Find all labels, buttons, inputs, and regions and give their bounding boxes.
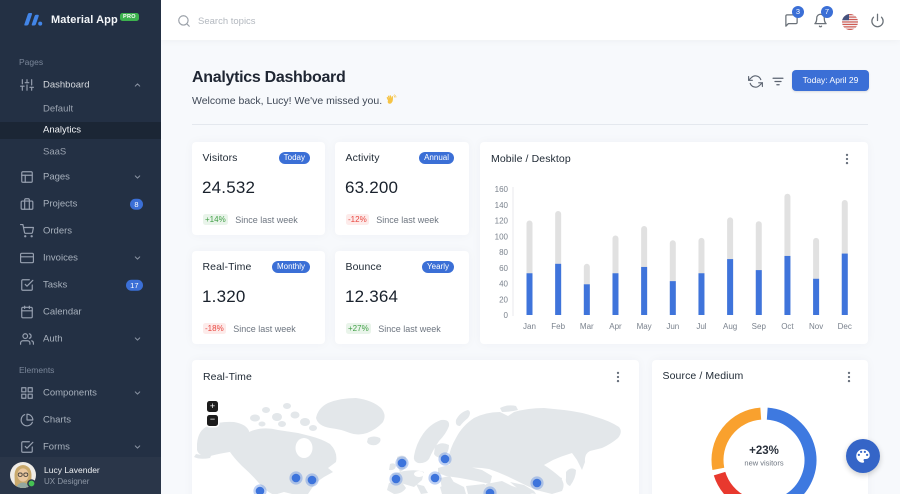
svg-text:Nov: Nov	[809, 322, 823, 331]
svg-text:new visitors: new visitors	[744, 459, 783, 468]
svg-text:Dec: Dec	[838, 322, 852, 331]
svg-text:Sep: Sep	[752, 322, 767, 331]
svg-text:40: 40	[499, 280, 508, 289]
svg-text:+23%: +23%	[749, 445, 779, 457]
svg-text:140: 140	[495, 201, 509, 210]
svg-text:Feb: Feb	[551, 322, 565, 331]
svg-text:Jan: Jan	[523, 322, 536, 331]
svg-text:Apr: Apr	[609, 322, 622, 331]
svg-text:120: 120	[495, 217, 509, 226]
svg-text:60: 60	[499, 264, 508, 273]
svg-text:100: 100	[495, 232, 509, 241]
svg-text:Aug: Aug	[723, 322, 737, 331]
svg-text:0: 0	[504, 311, 509, 320]
svg-text:160: 160	[495, 185, 509, 194]
svg-text:20: 20	[499, 295, 508, 304]
svg-text:May: May	[637, 322, 652, 331]
svg-text:80: 80	[499, 248, 508, 257]
svg-text:Jul: Jul	[696, 322, 706, 331]
svg-text:Oct: Oct	[781, 322, 794, 331]
svg-text:Jun: Jun	[666, 322, 679, 331]
svg-text:Mar: Mar	[580, 322, 594, 331]
